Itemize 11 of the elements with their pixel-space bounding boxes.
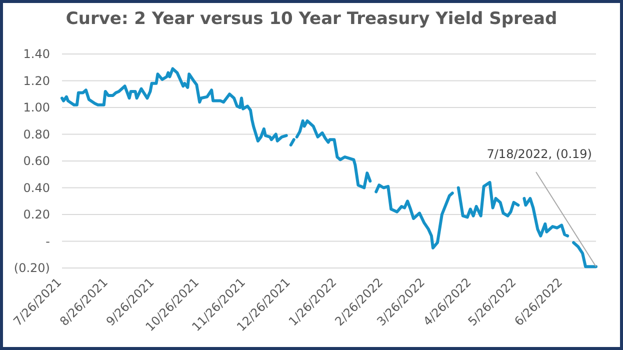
y-tick-label: 0.40 xyxy=(23,180,50,195)
y-tick-label: 1.40 xyxy=(23,47,50,62)
y-tick-label: 0.60 xyxy=(23,154,50,168)
y-tick-label: 1.20 xyxy=(23,74,50,88)
annotation: 7/18/2022, (0.19) xyxy=(486,147,592,161)
y-tick-label: 0.80 xyxy=(23,127,50,142)
y-tick-label: 1.00 xyxy=(23,100,50,115)
y-tick-label: 0.20 xyxy=(23,208,50,222)
y-tick-label: (0.20) xyxy=(14,261,50,276)
y-tick-label: - xyxy=(46,234,50,248)
chart-title: Curve: 2 Year versus 10 Year Treasury Yield Spread xyxy=(66,9,558,29)
